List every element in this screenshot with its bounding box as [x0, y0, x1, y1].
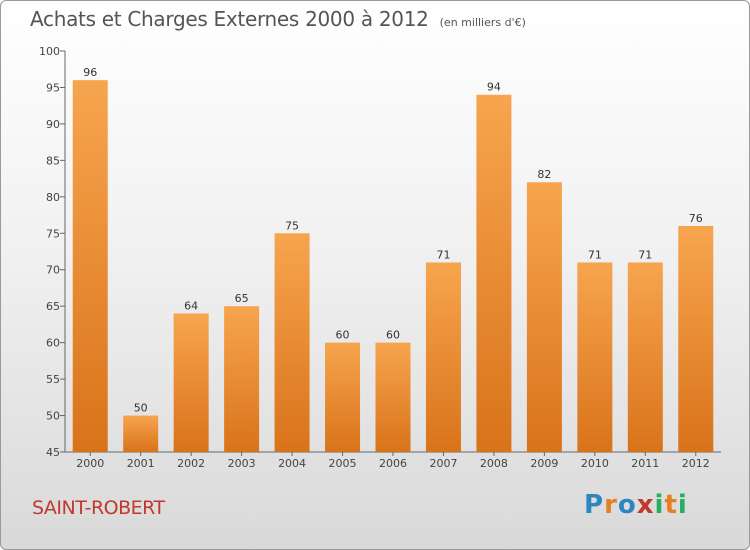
- bar: [577, 262, 613, 452]
- x-tick-label: 2001: [127, 457, 155, 470]
- data-label: 50: [134, 402, 148, 415]
- logo-letter: t: [664, 490, 678, 520]
- bar: [375, 342, 411, 452]
- labels: 96 2000 50 2001 64 2002 65 2003 75 2004 60 2005 60 20…: [76, 66, 710, 470]
- chart-title-main: Achats et Charges Externes 2000 à 2012: [30, 7, 429, 31]
- y-tick-label: 90: [46, 118, 60, 131]
- data-label: 94: [487, 81, 501, 94]
- bar: [224, 306, 260, 452]
- y-tick-label: 50: [46, 410, 60, 423]
- x-tick-label: 2002: [177, 457, 205, 470]
- x-tick-label: 2006: [379, 457, 407, 470]
- bar: [123, 415, 159, 452]
- x-tick-label: 2009: [530, 457, 558, 470]
- data-label: 76: [689, 212, 703, 225]
- axes: 45 50 55 60 65 70 75 80 85 90 95 100: [39, 45, 721, 459]
- x-tick-label: 2004: [278, 457, 306, 470]
- data-label: 64: [184, 299, 198, 312]
- y-tick-label: 45: [46, 446, 60, 459]
- bar: [274, 233, 310, 452]
- bar: [627, 262, 663, 452]
- logo-letter: i: [677, 490, 688, 520]
- x-tick-label: 2008: [480, 457, 508, 470]
- x-tick-label: 2005: [329, 457, 357, 470]
- data-label: 71: [638, 248, 652, 261]
- data-label: 82: [537, 168, 551, 181]
- logo-letter: r: [604, 490, 618, 520]
- bar: [325, 342, 361, 452]
- proxiti-logo[interactable]: Proxiti: [584, 490, 688, 520]
- bar: [526, 182, 562, 452]
- y-tick-label: 85: [46, 154, 60, 167]
- logo-letter: i: [654, 490, 665, 520]
- data-label: 71: [588, 248, 602, 261]
- y-tick-label: 75: [46, 227, 60, 240]
- x-tick-label: 2000: [76, 457, 104, 470]
- chart-title: Achats et Charges Externes 2000 à 2012 (…: [30, 7, 526, 31]
- y-tick-label: 95: [46, 81, 60, 94]
- logo-letter: P: [584, 490, 605, 520]
- data-label: 65: [235, 292, 249, 305]
- data-label: 96: [83, 66, 97, 79]
- logo-letter: o: [617, 490, 637, 520]
- data-label: 60: [386, 329, 400, 342]
- data-label: 75: [285, 219, 299, 232]
- x-tick-label: 2003: [228, 457, 256, 470]
- bar: [72, 80, 108, 452]
- y-tick-label: 70: [46, 264, 60, 277]
- x-tick-label: 2010: [581, 457, 609, 470]
- x-tick-label: 2011: [631, 457, 659, 470]
- city-name: SAINT-ROBERT: [32, 497, 165, 519]
- bar: [425, 262, 461, 452]
- x-tick-label: 2007: [429, 457, 457, 470]
- y-tick-label: 100: [39, 45, 60, 58]
- data-label: 60: [336, 329, 350, 342]
- y-tick-label: 65: [46, 300, 60, 313]
- logo-letter: x: [636, 490, 655, 520]
- chart-title-unit: (en milliers d'€): [439, 16, 526, 29]
- x-tick-label: 2012: [682, 457, 710, 470]
- bar: [173, 313, 209, 452]
- y-tick-label: 55: [46, 373, 60, 386]
- y-tick-label: 80: [46, 191, 60, 204]
- bar: [476, 94, 512, 452]
- bar: [678, 225, 714, 452]
- bars: [72, 80, 714, 452]
- y-tick-label: 60: [46, 337, 60, 350]
- data-label: 71: [436, 248, 450, 261]
